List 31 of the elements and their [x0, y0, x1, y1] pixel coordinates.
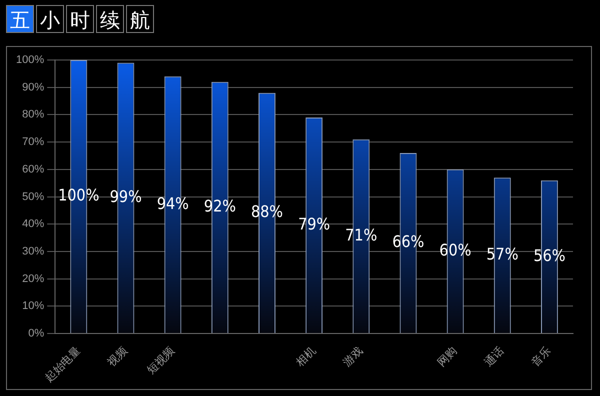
x-tick-label: 相机 — [293, 344, 318, 369]
y-tick-label: 70% — [22, 136, 44, 148]
data-label: 99% — [110, 187, 142, 206]
y-tick-label: 20% — [22, 272, 44, 285]
y-tick-label: 0% — [28, 328, 44, 340]
x-tick-label: 音乐 — [528, 344, 554, 369]
data-label: 92% — [204, 196, 236, 216]
y-tick-label: 80% — [22, 108, 44, 121]
data-label: 71% — [345, 225, 378, 244]
y-tick-label: 100% — [16, 54, 44, 66]
y-tick-label: 90% — [22, 81, 44, 94]
x-tick-label: 通话 — [482, 344, 507, 369]
chart-title: 五小时续航 — [9, 7, 151, 33]
y-tick-label: 10% — [22, 300, 44, 312]
y-tick-label: 50% — [22, 190, 44, 203]
data-label: 88% — [250, 202, 283, 222]
data-label: 66% — [392, 232, 424, 252]
data-label: 79% — [298, 214, 330, 234]
x-tick-label: 视频 — [105, 344, 130, 369]
x-tick-label: 短视频 — [144, 344, 177, 377]
x-tick-label: 起始电量 — [42, 344, 83, 384]
y-tick-label: 40% — [22, 218, 44, 230]
y-tick-label: 30% — [22, 246, 44, 258]
data-label: 100% — [58, 186, 100, 205]
data-label: 60% — [439, 240, 472, 260]
y-tick-label: 60% — [22, 163, 44, 176]
data-label: 56% — [533, 246, 566, 265]
data-label: 94% — [156, 194, 189, 213]
data-label: 57% — [486, 244, 518, 264]
x-tick-label: 游戏 — [340, 344, 366, 369]
x-tick-label: 网购 — [434, 344, 460, 369]
